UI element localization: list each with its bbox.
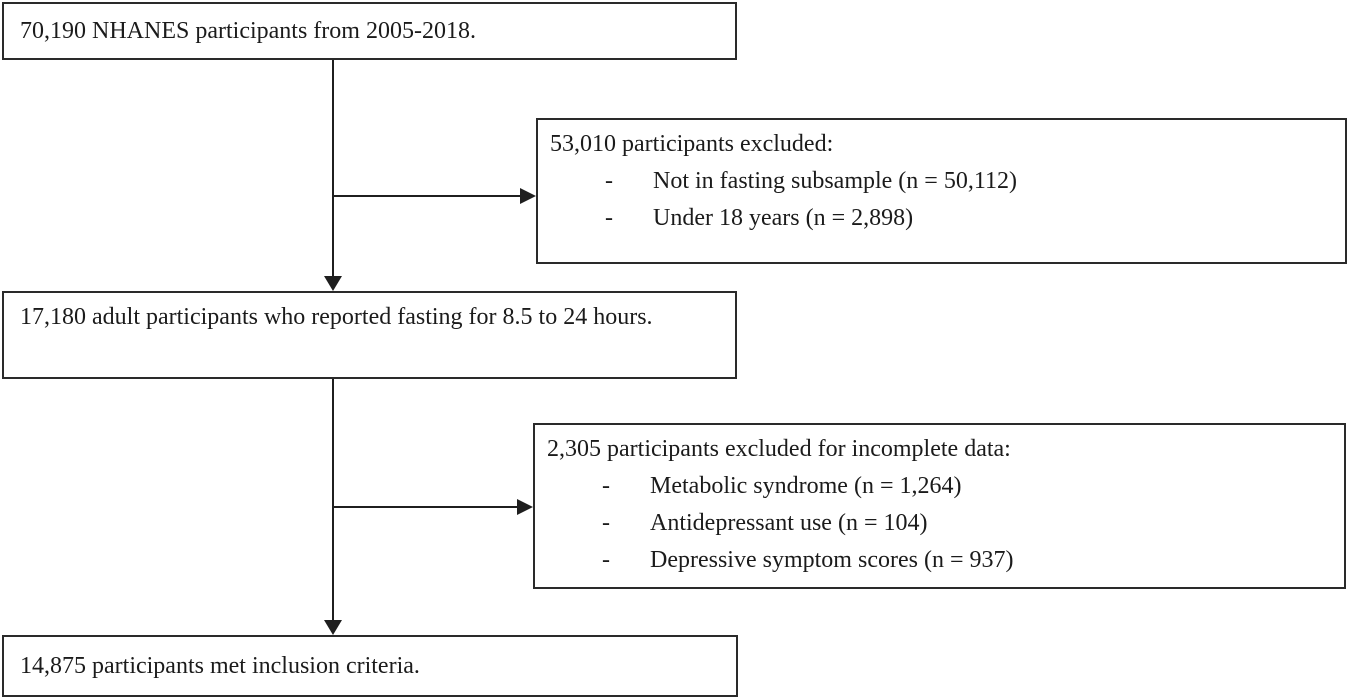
arrowhead-down-1-icon <box>324 276 342 291</box>
exclusion-1-title: 53,010 participants excluded: <box>550 131 834 157</box>
middle-box: 17,180 adult participants who reported f… <box>2 291 737 379</box>
exclusion-1-item: - Under 18 years (n = 2,898) <box>550 200 1335 237</box>
connector-vertical-2 <box>332 379 334 621</box>
connector-branch-1 <box>333 195 521 197</box>
arrowhead-right-1-icon <box>520 188 536 204</box>
bullet-dash-icon: - <box>602 547 610 573</box>
arrowhead-down-2-icon <box>324 620 342 635</box>
exclusion-box-1: 53,010 participants excluded: - Not in f… <box>536 118 1347 264</box>
exclusion-2-item: - Depressive symptom scores (n = 937) <box>547 542 1334 579</box>
exclusion-2-item-text: Depressive symptom scores (n = 937) <box>650 547 1014 573</box>
exclusion-2-item: - Antidepressant use (n = 104) <box>547 505 1334 542</box>
exclusion-2-title: 2,305 participants excluded for incomple… <box>547 436 1011 462</box>
exclusion-1-item-text: Under 18 years (n = 2,898) <box>653 205 914 231</box>
connector-vertical-1 <box>332 60 334 277</box>
exclusion-1-item: - Not in fasting subsample (n = 50,112) <box>550 163 1335 200</box>
exclusion-2-item-text: Metabolic syndrome (n = 1,264) <box>650 473 962 499</box>
exclusion-2-item-text: Antidepressant use (n = 104) <box>650 510 928 536</box>
bullet-dash-icon: - <box>602 510 610 536</box>
exclusion-1-item-text: Not in fasting subsample (n = 50,112) <box>653 168 1017 194</box>
bullet-dash-icon: - <box>602 473 610 499</box>
connector-branch-2 <box>333 506 518 508</box>
start-box: 70,190 NHANES participants from 2005-201… <box>2 2 737 60</box>
exclusion-2-item: - Metabolic syndrome (n = 1,264) <box>547 468 1334 505</box>
arrowhead-right-2-icon <box>517 499 533 515</box>
bullet-dash-icon: - <box>605 205 613 231</box>
middle-box-text: 17,180 adult participants who reported f… <box>20 304 653 330</box>
start-box-text: 70,190 NHANES participants from 2005-201… <box>20 17 476 44</box>
bullet-dash-icon: - <box>605 168 613 194</box>
exclusion-box-2: 2,305 participants excluded for incomple… <box>533 423 1346 589</box>
end-box: 14,875 participants met inclusion criter… <box>2 635 738 697</box>
end-box-text: 14,875 participants met inclusion criter… <box>20 652 420 679</box>
